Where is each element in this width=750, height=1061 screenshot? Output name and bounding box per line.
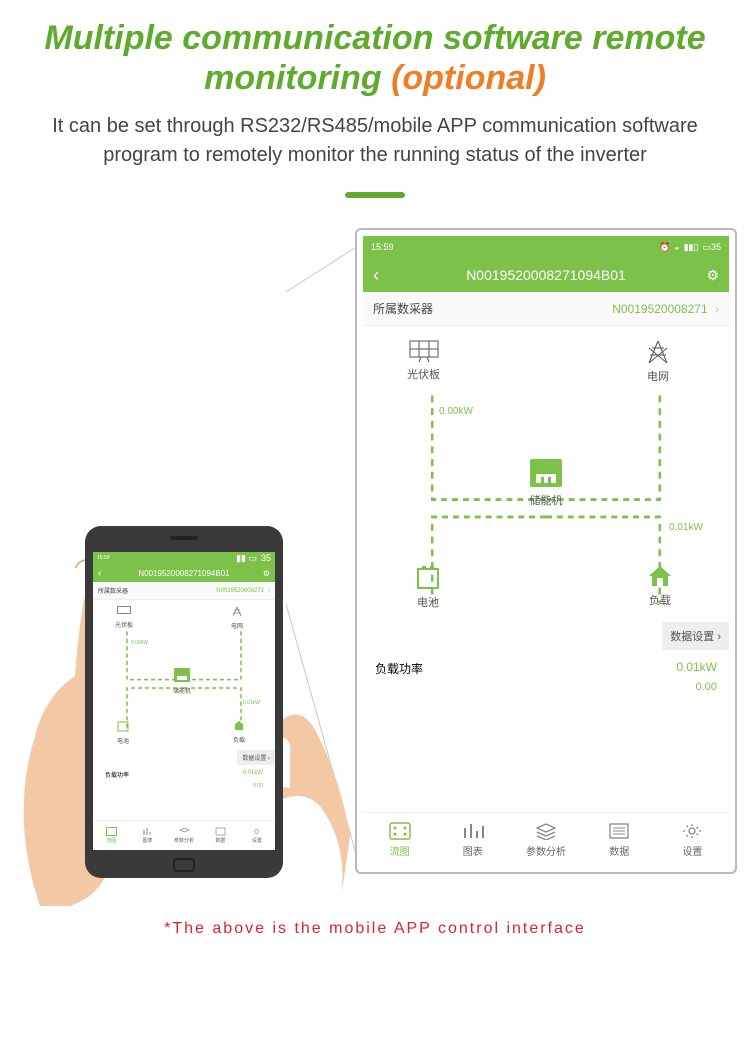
phone-large-frame: 15:59 ⏰ ◒ ▮▮▯ ▭35 ‹ N0019520008271094B01… [355, 228, 737, 874]
load-power-row: 负载功率 0.01kW 0.00 [363, 660, 729, 693]
flow-diagram-sm: 光伏板 电网 储能机 电池 [93, 600, 275, 820]
data-settings-button[interactable]: 数据设置 › [662, 622, 729, 650]
load-power-v1: 0.01kW [676, 660, 717, 677]
tab-analysis-sm[interactable]: 参数分析 [166, 821, 202, 850]
phone-small-frame: 15:59 ▮▮ ▭35 ‹ N0019520008271094B01 ⚙ 所属… [85, 526, 283, 878]
footnote: *The above is the mobile APP control int… [0, 920, 750, 938]
battery-icon [415, 564, 441, 590]
signal-icon: ▮▮▯ [684, 242, 699, 253]
tab-data[interactable]: 数据 [583, 813, 656, 866]
status-bar: 15:59 ⏰ ◒ ▮▮▯ ▭35 [363, 236, 729, 258]
inverter-node: 储能机 [529, 458, 563, 508]
tab-flow-sm[interactable]: 流图 [93, 821, 129, 850]
status-time: 15:59 [371, 242, 394, 252]
chevron-right-icon: › [715, 302, 719, 316]
speaker-slot [170, 536, 198, 540]
phone-small-screen: 15:59 ▮▮ ▭35 ‹ N0019520008271094B01 ⚙ 所属… [93, 552, 275, 850]
gear-tab-icon [681, 822, 703, 840]
load-power-label: 负载功率 [375, 660, 423, 677]
tab-analysis[interactable]: 参数分析 [509, 813, 582, 866]
battery-node: 电池 [415, 564, 441, 610]
home-button [173, 858, 195, 872]
collector-row-sm[interactable]: 所属数采器 N0019520008271› [93, 582, 275, 600]
alarm-icon: ⏰ [659, 242, 670, 253]
back-button-sm[interactable]: ‹ [98, 568, 101, 579]
wifi-icon: ◒ [674, 242, 679, 252]
inverter-node-sm: 储能机 [173, 668, 191, 695]
flow-tab-icon [389, 822, 411, 840]
settings-icon[interactable]: ⚙ [706, 267, 719, 284]
grid-tower-icon [645, 340, 671, 364]
hero-title-main: Multiple communication software remote m… [44, 19, 705, 97]
flow-diagram: 光伏板 电网 储能机 电池 负载 0.00kW [363, 326, 729, 812]
inverter-icon [529, 458, 563, 488]
tab-flow[interactable]: 流图 [363, 813, 436, 866]
battery-icon: ▭35 [702, 242, 721, 253]
bottom-tabs: 流图 图表 参数分析 数据 设置 [363, 812, 729, 866]
solar-panel-icon [409, 340, 439, 362]
load-power-v2: 0.00 [375, 681, 717, 693]
pv-kw: 0.00kW [439, 406, 473, 417]
home-icon [647, 564, 673, 588]
bottom-tabs-sm: 流图 图表 参数分析 数据 设置 [93, 820, 275, 850]
tab-chart[interactable]: 图表 [436, 813, 509, 866]
status-icons: ⏰ ◒ ▮▮▯ ▭35 [659, 242, 721, 253]
chart-tab-icon [462, 822, 484, 840]
collector-value: N0019520008271 [612, 302, 707, 316]
divider [345, 192, 405, 198]
phone-large-screen: 15:59 ⏰ ◒ ▮▮▯ ▭35 ‹ N0019520008271094B01… [363, 236, 729, 866]
hero-title: Multiple communication software remote m… [40, 18, 710, 98]
tab-chart-sm[interactable]: 图表 [129, 821, 165, 850]
load-power-row-sm: 负载功率0.01kW 0.00 [93, 770, 275, 789]
collector-label: 所属数采器 [373, 300, 433, 317]
status-bar-sm: 15:59 ▮▮ ▭35 [93, 552, 275, 564]
hero-desc: It can be set through RS232/RS485/mobile… [40, 112, 710, 170]
grid-node-sm: 电网 [231, 606, 243, 630]
hero-title-optional: (optional) [391, 59, 546, 97]
title-bar: ‹ N0019520008271094B01 ⚙ [363, 258, 729, 292]
battery-node-sm: 电池 [117, 720, 129, 745]
title-bar-sm: ‹ N0019520008271094B01 ⚙ [93, 564, 275, 582]
grid-node: 电网 [645, 340, 671, 384]
pv-node: 光伏板 [407, 340, 440, 382]
tab-settings-sm[interactable]: 设置 [239, 821, 275, 850]
list-tab-icon [608, 822, 630, 840]
settings-icon-sm[interactable]: ⚙ [263, 569, 270, 578]
pv-node-sm: 光伏板 [115, 606, 133, 629]
tab-data-sm[interactable]: 数据 [202, 821, 238, 850]
hand-illustration: 15:59 ▮▮ ▭35 ‹ N0019520008271094B01 ⚙ 所属… [0, 506, 370, 906]
load-node-sm: 负载 [233, 720, 245, 744]
tab-settings[interactable]: 设置 [656, 813, 729, 866]
load-kw: 0.01kW [669, 522, 703, 533]
page-title: N0019520008271094B01 [466, 267, 626, 283]
layers-tab-icon [535, 822, 557, 840]
data-settings-button-sm[interactable]: 数据设置 › [237, 750, 275, 765]
collector-row[interactable]: 所属数采器 N0019520008271 › [363, 292, 729, 326]
back-button[interactable]: ‹ [373, 265, 379, 286]
load-node: 负载 [647, 564, 673, 608]
